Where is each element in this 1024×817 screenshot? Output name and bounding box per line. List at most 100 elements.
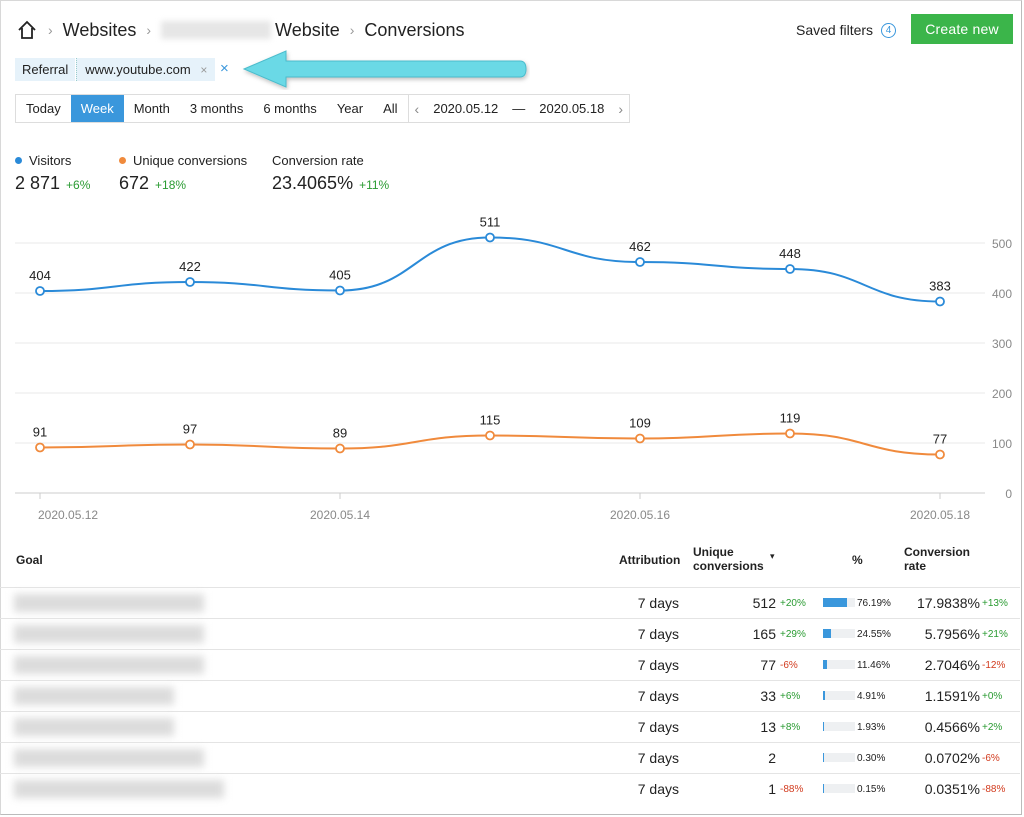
x-tick-label: 2020.05.16 [610, 508, 670, 522]
rate-cell: 0.4566% [924, 719, 980, 735]
visitors-dot [15, 157, 22, 164]
header-rate-line2: rate [904, 559, 927, 573]
rate-cell: 1.1591% [924, 688, 980, 704]
rate-change-cell: -6% [982, 753, 1000, 764]
goal-name-redacted[interactable] [14, 625, 204, 643]
home-icon[interactable] [16, 19, 38, 41]
unique-value: 672 [119, 173, 150, 193]
create-new-button[interactable]: Create new [911, 14, 1013, 44]
visitors-label: Visitors [29, 153, 72, 168]
data-label: 404 [29, 268, 51, 283]
table-header: Goal Attribution Unique conversions ▾ % … [0, 543, 1024, 587]
period-tab[interactable]: All [383, 101, 398, 116]
share-bar-fill [823, 691, 825, 700]
share-bar [823, 629, 855, 638]
data-label: 422 [179, 259, 201, 274]
data-point [185, 439, 195, 450]
data-label: 77 [933, 432, 947, 447]
unique-change-cell: -6% [780, 660, 798, 671]
breadcrumb-website[interactable]: Website [275, 19, 340, 40]
unique-change-cell: -88% [780, 784, 804, 795]
sort-desc-icon[interactable]: ▾ [770, 551, 775, 561]
rate-change-cell: +13% [982, 598, 1008, 609]
data-point [785, 428, 795, 439]
header-percent[interactable]: % [852, 553, 863, 567]
data-point [185, 277, 195, 287]
period-tab[interactable]: 3 months [189, 101, 244, 116]
period-tab[interactable]: Week [70, 95, 124, 122]
breadcrumb: › Websites › Website › Conversions [16, 18, 464, 42]
data-point [635, 257, 645, 267]
header-attribution[interactable]: Attribution [619, 553, 681, 567]
series-line [39, 236, 941, 303]
attribution-cell: 7 days [637, 595, 679, 611]
goal-name-redacted[interactable] [14, 718, 174, 736]
table-row[interactable]: 7 days 1 -88% 0.15% 0.0351% -88% [0, 773, 1020, 804]
rate-cell: 5.7956% [924, 626, 980, 642]
table-row[interactable]: 7 days 77 -6% 11.46% 2.7046% -12% [0, 649, 1020, 680]
data-point [935, 449, 945, 460]
data-point [485, 232, 495, 243]
rate-label: Conversion rate [272, 153, 364, 168]
unique-cell: 33 [760, 688, 776, 704]
share-bar [823, 598, 855, 607]
table-row[interactable]: 7 days 2 0.30% 0.0702% -6% [0, 742, 1020, 773]
percent-cell: 4.91% [857, 691, 886, 702]
date-range[interactable]: ‹ 2020.05.12 — 2020.05.18 › [407, 95, 630, 122]
rate-change-cell: -88% [982, 784, 1006, 795]
rate-change: +11% [359, 178, 390, 192]
data-point [35, 286, 45, 296]
data-label: 97 [183, 422, 197, 437]
goal-name-redacted[interactable] [14, 749, 204, 767]
table-row[interactable]: 7 days 512 +20% 76.19% 17.9838% +13% [0, 587, 1020, 618]
period-selector: Today Week Month 3 months 6 months Year All ‹ 20… [15, 94, 631, 123]
chevron-right-icon[interactable]: › [618, 100, 624, 117]
unique-cell: 13 [760, 719, 776, 735]
y-tick-label: 100 [992, 437, 1012, 451]
unique-label: Unique conversions [133, 153, 248, 168]
breadcrumb-websites[interactable]: Websites [62, 19, 137, 40]
percent-cell: 11.46% [857, 660, 891, 671]
share-bar-fill [823, 660, 827, 669]
filter-value: www.youtube.com × [76, 57, 216, 81]
rate-cell: 0.0702% [924, 750, 980, 766]
attribution-cell: 7 days [637, 626, 679, 642]
data-point [785, 264, 795, 274]
period-tab[interactable]: 6 months [263, 101, 317, 116]
unique-change-cell: +20% [780, 598, 806, 609]
period-tab[interactable]: Today [26, 101, 61, 116]
data-point [935, 296, 945, 307]
x-tick-label: 2020.05.12 [38, 508, 98, 522]
chevron-right-icon: › [48, 22, 53, 38]
clear-filters-icon[interactable]: × [220, 60, 229, 77]
goal-name-redacted[interactable] [14, 780, 224, 798]
goal-name-redacted[interactable] [14, 656, 204, 674]
chevron-left-icon[interactable]: ‹ [414, 100, 420, 117]
table-row[interactable]: 7 days 165 +29% 24.55% 5.7956% +21% [0, 618, 1020, 649]
table-row[interactable]: 7 days 13 +8% 1.93% 0.4566% +2% [0, 711, 1020, 742]
goal-name-redacted[interactable] [14, 594, 204, 612]
unique-change-cell: +8% [780, 722, 801, 733]
saved-filters-count: 4 [881, 22, 897, 38]
percent-cell: 24.55% [857, 629, 891, 640]
data-point [35, 442, 45, 453]
saved-filters-link[interactable]: Saved filters 4 [796, 22, 897, 38]
data-label: 115 [480, 413, 501, 428]
table-row[interactable]: 7 days 33 +6% 4.91% 1.1591% +0% [0, 680, 1020, 711]
period-tab[interactable]: Month [133, 101, 170, 116]
header-conversion-rate[interactable]: Conversion rate [904, 545, 970, 573]
remove-filter-icon[interactable]: × [200, 62, 208, 77]
attribution-cell: 7 days [637, 781, 679, 797]
header-unique-conversions[interactable]: Unique conversions [693, 545, 764, 573]
share-bar [823, 660, 855, 669]
header-goal[interactable]: Goal [16, 553, 43, 567]
header-unique-line1: Unique [693, 545, 734, 559]
goal-name-redacted[interactable] [14, 687, 174, 705]
share-bar-fill [823, 784, 824, 793]
share-bar [823, 691, 855, 700]
period-tab[interactable]: Year [336, 101, 364, 116]
rate-change-cell: +0% [982, 691, 1003, 702]
data-label: 462 [629, 239, 651, 254]
y-tick-label: 0 [1005, 487, 1012, 501]
range-end: 2020.05.18 [539, 101, 605, 116]
